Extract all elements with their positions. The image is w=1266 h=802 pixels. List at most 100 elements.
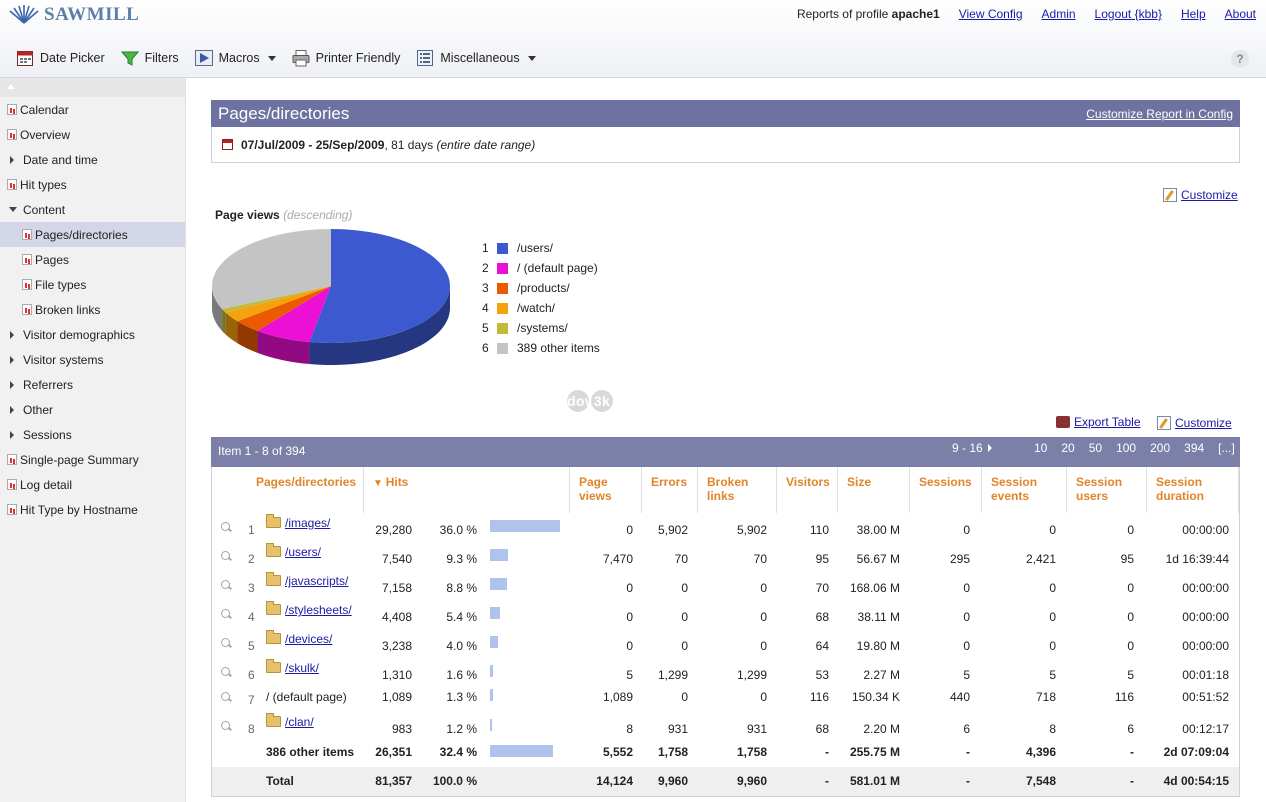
row-item[interactable]: /skulk/ <box>266 659 320 675</box>
cell-hits: 4,408 <box>381 610 412 624</box>
magnifier-icon[interactable] <box>221 609 230 618</box>
page-size-option[interactable]: 200 <box>1150 441 1171 455</box>
sidebar-item-content[interactable]: Content <box>0 197 185 222</box>
pie-slice-products[interactable] <box>237 286 331 331</box>
sidebar-item-broken-links[interactable]: Broken links <box>0 297 185 322</box>
about-link[interactable]: About <box>1224 7 1256 21</box>
sidebar-collapse-button[interactable] <box>0 78 185 97</box>
cell-su: 5 <box>1127 668 1134 682</box>
sidebar-item-pages[interactable]: Pages <box>0 247 185 272</box>
sidebar-item-file-types[interactable]: File types <box>0 272 185 297</box>
pie-slice-systems[interactable] <box>222 286 331 313</box>
row-item[interactable]: /devices/ <box>266 630 333 646</box>
column-header-sessions[interactable]: Sessions <box>910 467 982 513</box>
sidebar-item-hit-type-by-hostname[interactable]: Hit Type by Hostname <box>0 497 185 522</box>
customize-report-in-config-link[interactable]: Customize Report in Config <box>1086 106 1233 121</box>
sidebar-item-single-page-summary[interactable]: Single-page Summary <box>0 447 185 472</box>
view-config-link[interactable]: View Config <box>958 7 1023 21</box>
row-item[interactable]: /users/ <box>266 543 322 559</box>
sidebar-item-pages-directories[interactable]: Pages/directories <box>0 222 185 247</box>
table-row[interactable]: 2/users/7,540 9.3 % 7,470 70 70 95 56.67 M 295 2… <box>212 543 1239 569</box>
item-link[interactable]: /stylesheets/ <box>285 603 352 617</box>
magnifier-icon[interactable] <box>221 667 230 676</box>
item-link[interactable]: /clan/ <box>285 715 314 729</box>
table-row[interactable]: 5/devices/3,238 4.0 % 0 0 0 64 19.80 M 0 0 0 00:00… <box>212 630 1239 656</box>
page-size-option[interactable]: 50 <box>1088 441 1103 455</box>
date-picker-button[interactable]: Date Picker <box>16 49 105 67</box>
macros-menu[interactable]: Macros <box>194 49 276 67</box>
table-row[interactable]: 6/skulk/1,310 1.6 % 5 1,299 1,299 53 2.27 M 5 5 5… <box>212 659 1239 685</box>
row-item[interactable]: /images/ <box>266 514 331 530</box>
pie-slice-default-page[interactable] <box>257 286 331 343</box>
cell-pct: 4.0 % <box>446 639 477 653</box>
table-row[interactable]: 8/clan/983 1.2 % 8 931 931 68 2.20 M 6 8 6 00:12:1… <box>212 713 1239 739</box>
filters-button[interactable]: Filters <box>120 49 179 67</box>
column-header-size[interactable]: Size <box>838 467 910 513</box>
page-size-option[interactable]: 20 <box>1061 441 1075 455</box>
row-item[interactable]: /stylesheets/ <box>266 601 352 617</box>
chart-customize-label: Customize <box>1181 188 1238 202</box>
sawmill-logo[interactable]: SAWMILL <box>8 4 139 26</box>
miscellaneous-menu[interactable]: Miscellaneous <box>416 49 536 67</box>
item-link[interactable]: /javascripts/ <box>285 574 349 588</box>
column-header-page-views[interactable]: Page views <box>570 467 642 513</box>
logout-link[interactable]: Logout {kbb} <box>1094 7 1162 21</box>
next-page-link[interactable]: 9 - 16 <box>952 441 992 455</box>
magnifier-icon[interactable] <box>221 692 230 701</box>
report-icon <box>7 504 17 515</box>
sidebar-item-hit-types[interactable]: Hit types <box>0 172 185 197</box>
magnifier-icon[interactable] <box>221 522 230 531</box>
sidebar-item-referrers[interactable]: Referrers <box>0 372 185 397</box>
column-header-pages-directories[interactable]: Pages/directories <box>212 467 364 513</box>
table-customize-link[interactable]: Customize <box>1157 416 1232 430</box>
column-header-broken-links[interactable]: Broken links <box>698 467 777 513</box>
sidebar-item-visitor-systems[interactable]: Visitor systems <box>0 347 185 372</box>
report-icon <box>22 254 32 265</box>
admin-link[interactable]: Admin <box>1041 7 1076 21</box>
column-header-hits[interactable]: ▼ Hits <box>364 467 570 513</box>
export-table-link[interactable]: Export Table <box>1056 415 1141 429</box>
sidebar-item-date-and-time[interactable]: Date and time <box>0 147 185 172</box>
magnifier-icon[interactable] <box>221 551 230 560</box>
sidebar-item-sessions[interactable]: Sessions <box>0 422 185 447</box>
column-header-errors[interactable]: Errors <box>642 467 698 513</box>
column-header-session-events[interactable]: Session events <box>982 467 1067 513</box>
page-size-option[interactable]: [...] <box>1218 441 1235 455</box>
item-link[interactable]: /devices/ <box>285 632 333 646</box>
page-size-option[interactable]: 10 <box>1034 441 1048 455</box>
column-header-session-users[interactable]: Session users <box>1067 467 1147 513</box>
help-link[interactable]: Help <box>1180 7 1206 21</box>
page-size-option[interactable]: 394 <box>1184 441 1205 455</box>
printer-friendly-button[interactable]: Printer Friendly <box>292 49 400 67</box>
pie-slice-389-other-items[interactable] <box>212 229 331 309</box>
item-link[interactable]: /images/ <box>285 516 331 530</box>
pie-slice-watch[interactable] <box>225 286 331 322</box>
row-number: 6 <box>248 668 255 682</box>
column-header-label: Session users <box>1076 475 1123 503</box>
chart-customize-link[interactable]: Customize <box>1163 188 1238 202</box>
table-pagination-bar: Item 1 - 8 of 394 9 - 16 10 20 50 100 200 394… <box>211 437 1240 467</box>
sidebar-item-overview[interactable]: Overview <box>0 122 185 147</box>
row-item[interactable]: /javascripts/ <box>266 572 349 588</box>
page-size-option[interactable]: 100 <box>1116 441 1137 455</box>
sidebar-item-log-detail[interactable]: Log detail <box>0 472 185 497</box>
column-header-visitors[interactable]: Visitors <box>777 467 838 513</box>
pie-slice-users[interactable] <box>309 229 451 343</box>
help-icon[interactable]: ? <box>1231 50 1249 68</box>
chevron-right-icon <box>10 405 14 414</box>
magnifier-icon[interactable] <box>221 580 230 589</box>
chevron-right-icon <box>10 380 14 389</box>
table-row[interactable]: 7 / (default page) 1,089 1.3 % 1,089 0 0 116 150… <box>212 689 1239 710</box>
table-row[interactable]: 1/images/29,280 36.0 % 0 5,902 5,902 110 38.00… <box>212 514 1239 540</box>
item-link[interactable]: /skulk/ <box>285 661 320 675</box>
sidebar-item-other[interactable]: Other <box>0 397 185 422</box>
magnifier-icon[interactable] <box>221 721 230 730</box>
row-item[interactable]: /clan/ <box>266 713 314 729</box>
sidebar-item-visitor-demographics[interactable]: Visitor demographics <box>0 322 185 347</box>
sidebar-item-calendar[interactable]: Calendar <box>0 97 185 122</box>
column-header-session-duration[interactable]: Session duration <box>1147 467 1239 513</box>
magnifier-icon[interactable] <box>221 638 230 647</box>
item-link[interactable]: /users/ <box>285 545 322 559</box>
